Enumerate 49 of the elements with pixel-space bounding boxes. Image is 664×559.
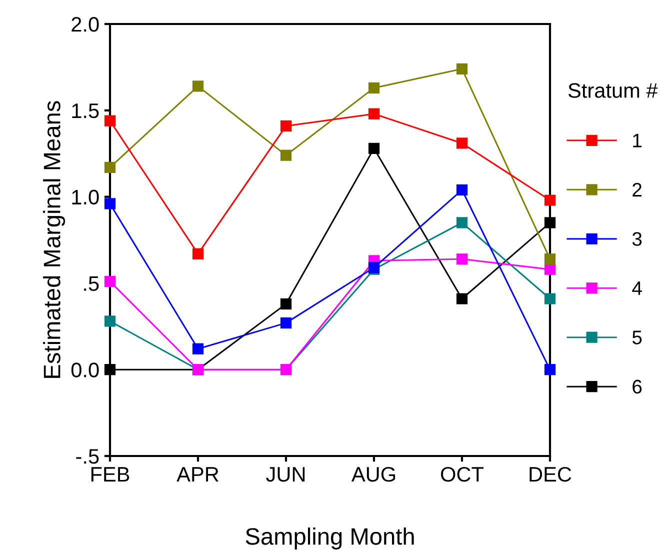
point [280, 298, 292, 310]
point [104, 162, 116, 173]
point [280, 120, 292, 132]
point [456, 253, 468, 265]
point [280, 150, 292, 161]
point [456, 63, 468, 74]
y-tick-label: 0.0 [71, 362, 99, 378]
x-tick-label: DEC [530, 466, 572, 482]
legend-label: 1 [633, 134, 642, 148]
x-tick-label: APR [176, 467, 218, 482]
point [544, 293, 556, 304]
point [192, 80, 204, 92]
point [544, 264, 556, 275]
x-axis-title: Sampling Month [246, 528, 414, 550]
point [104, 276, 116, 288]
y-axis-title: Estimated Marginal Means [43, 101, 66, 378]
legend-title: Stratum # [568, 83, 658, 98]
point [456, 293, 468, 304]
point [368, 108, 380, 120]
point [104, 115, 116, 126]
point [456, 138, 468, 149]
x-tick-label: OCT [441, 466, 484, 482]
point [368, 142, 380, 154]
point [544, 194, 556, 206]
point [368, 82, 380, 94]
y-tick-label: .5 [84, 276, 99, 291]
point [544, 217, 556, 228]
x-tick-label: FEB [91, 467, 130, 482]
point [104, 316, 116, 327]
point [544, 253, 556, 265]
point [544, 364, 556, 376]
y-tick-label: 1.0 [72, 190, 99, 205]
legend-label: 6 [632, 380, 642, 394]
point [456, 217, 468, 228]
point [192, 248, 204, 260]
y-tick-label: 2.0 [72, 17, 99, 32]
legend-label: 2 [632, 182, 642, 196]
legend-label: 5 [632, 330, 642, 344]
point [104, 364, 116, 376]
y-tick-label: 1.5 [72, 104, 99, 118]
point [456, 184, 468, 196]
x-tick-label: AUG [351, 466, 396, 482]
point [104, 198, 116, 210]
legend-label: 3 [632, 232, 642, 246]
legend-label: 4 [632, 282, 642, 295]
y-tick-label: -.5 [76, 449, 99, 464]
point [192, 343, 204, 354]
x-tick-label: JUN [266, 467, 305, 482]
point [280, 317, 292, 328]
